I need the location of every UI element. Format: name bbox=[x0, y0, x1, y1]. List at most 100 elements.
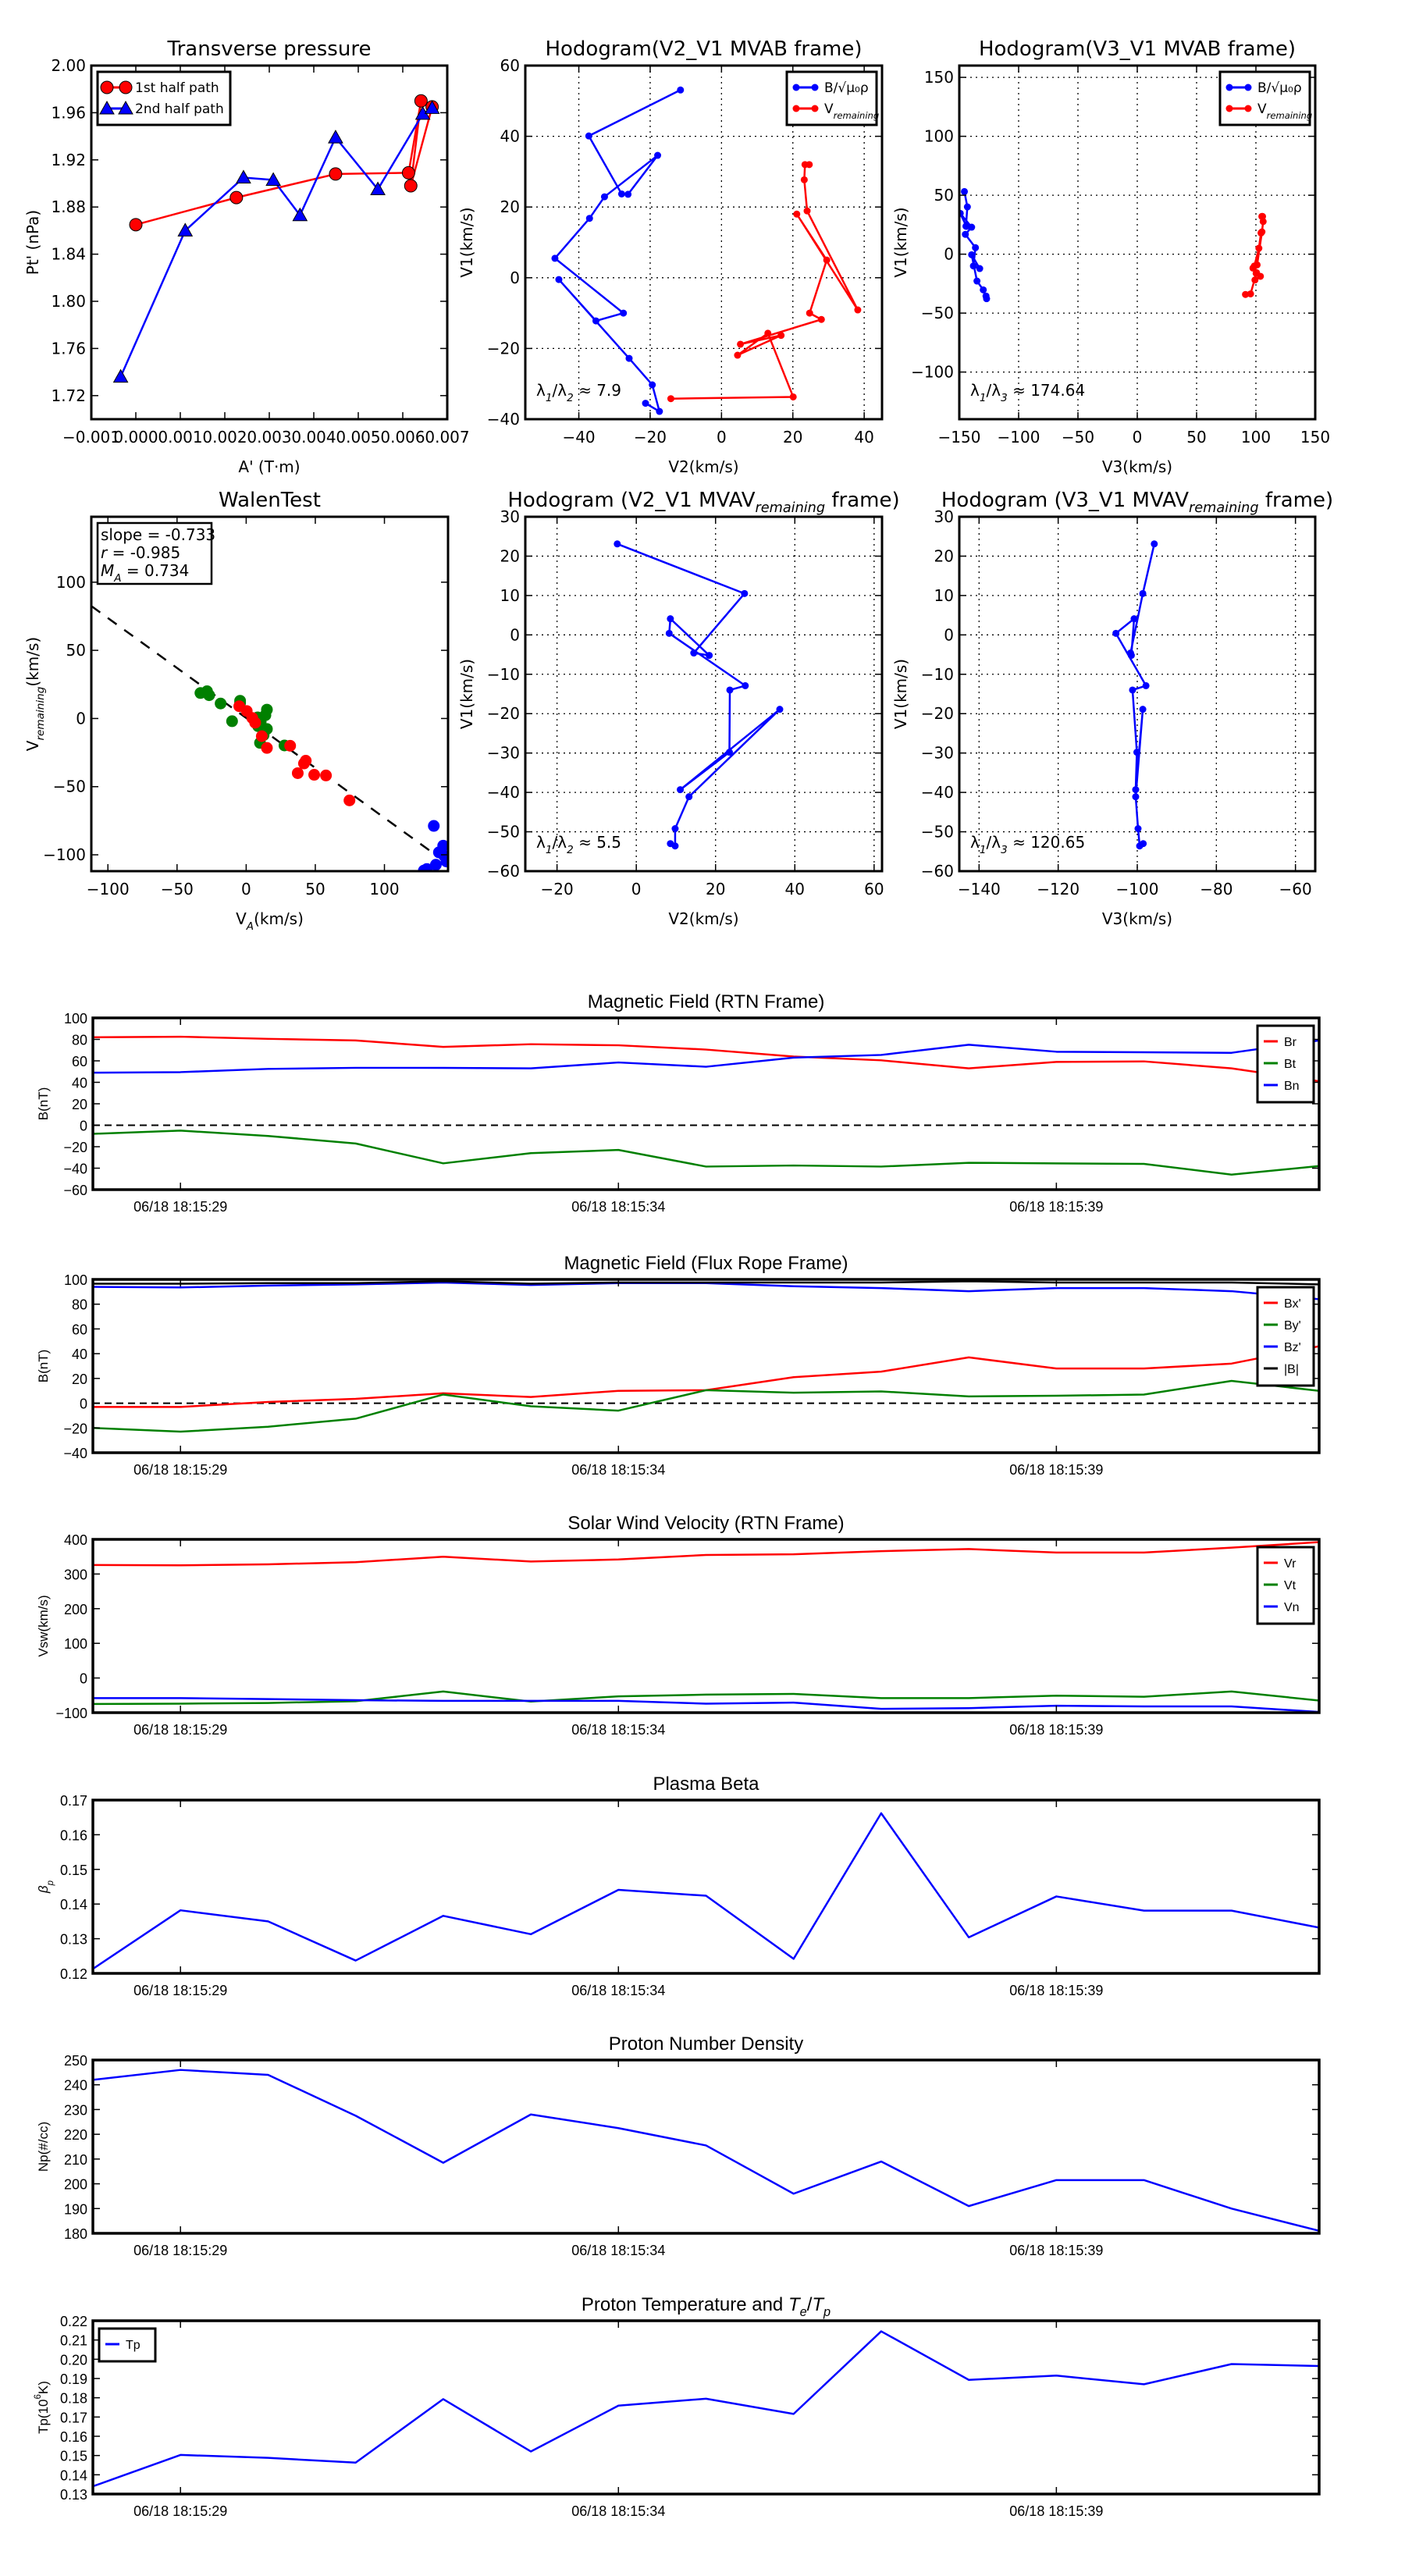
axes-frame bbox=[91, 1278, 1321, 1454]
data-point-series-1 bbox=[823, 256, 831, 264]
legend-label: |B| bbox=[1284, 1363, 1299, 1376]
x-axis-label: VA(km/s) bbox=[236, 909, 304, 933]
x-tick-label: 0 bbox=[241, 880, 251, 898]
x-axis-label-part: A bbox=[246, 920, 254, 933]
legend-entry: Vremaining bbox=[792, 101, 879, 121]
x-tick-label: 06/18 18:15:29 bbox=[133, 2503, 227, 2519]
y-tick-label: 60 bbox=[72, 1054, 87, 1069]
y-tick-label: 150 bbox=[924, 68, 954, 87]
y-tick-label: 0 bbox=[944, 245, 954, 264]
data-point-series-1 bbox=[1255, 244, 1263, 252]
y-tick-label: 250 bbox=[64, 2053, 87, 2069]
series-line-2 bbox=[93, 1281, 1319, 1300]
y-tick-label: 0.16 bbox=[60, 2429, 87, 2445]
plot-area bbox=[1112, 540, 1158, 850]
eigenvalue-ratio-annotation-part: ≈ 7.9 bbox=[574, 381, 621, 400]
data-point-series-0 bbox=[555, 276, 563, 283]
y-axis-label: Vsw(km/s) bbox=[36, 1595, 51, 1656]
chart-proton-density: 06/18 18:15:29 06/18 18:15:34 06/18 18:15:… bbox=[36, 2033, 1321, 2258]
y-tick-label: 40 bbox=[72, 1347, 87, 1362]
legend-box bbox=[785, 70, 878, 126]
y-tick-label: 80 bbox=[72, 1033, 87, 1048]
x-tick-label: 06/18 18:15:29 bbox=[133, 1722, 227, 1738]
plot-area bbox=[93, 2069, 1319, 2233]
y-axis-label: V1(km/s) bbox=[891, 207, 910, 277]
x-tick-label: 06/18 18:15:39 bbox=[1009, 1983, 1103, 1998]
data-point-series-0 bbox=[1127, 652, 1135, 660]
walen-stat-line: slope = -0.733 bbox=[101, 525, 215, 544]
legend-label: 2nd half path bbox=[135, 101, 224, 117]
data-point-series-0 bbox=[1151, 540, 1158, 548]
data-point-series-0 bbox=[1139, 589, 1147, 597]
plot-area bbox=[93, 1541, 1319, 1713]
data-point-series-2 bbox=[429, 859, 442, 871]
legend-marker bbox=[99, 100, 115, 115]
x-tick-label: 150 bbox=[1300, 428, 1330, 447]
data-point-series-1 bbox=[291, 767, 304, 779]
legend-entry: Tp bbox=[105, 2339, 140, 2352]
y-tick-label: 30 bbox=[934, 507, 954, 526]
axes-frame bbox=[91, 1799, 1321, 1975]
y-tick-label: 0 bbox=[510, 625, 520, 644]
series-line-0 bbox=[93, 2069, 1319, 2233]
x-tick-label: 06/18 18:15:34 bbox=[571, 1462, 665, 1478]
data-point-series-1 bbox=[667, 395, 674, 403]
y-tick-label: 80 bbox=[72, 1297, 87, 1313]
x-tick-label: 40 bbox=[785, 880, 805, 898]
chart-title-part: remaining bbox=[1189, 500, 1259, 516]
x-tick-label: 06/18 18:15:29 bbox=[133, 2243, 227, 2258]
walen-stat-line: r = -0.985 bbox=[101, 543, 180, 562]
data-point-series-0 bbox=[401, 165, 415, 180]
y-tick-label: 0.13 bbox=[60, 1932, 87, 1948]
chart-title: WalenTest bbox=[219, 489, 321, 512]
x-axis-label: V3(km/s) bbox=[1102, 457, 1172, 476]
y-axis-label-part: V bbox=[23, 740, 42, 751]
chart-mag-rtn: 06/18 18:15:29 06/18 18:15:34 06/18 18:15:… bbox=[36, 991, 1321, 1215]
chart-hodo-v2v1-mvav: −20 0 20 40 60 −60 −50 −40 −30 −20 −10 0 10 20 30Hodog… bbox=[457, 489, 900, 928]
data-point-series-1 bbox=[777, 332, 785, 340]
data-point-series-0 bbox=[551, 254, 559, 262]
x-tick-label: −150 bbox=[938, 428, 981, 447]
y-tick-label: −100 bbox=[911, 363, 954, 382]
x-tick-label: 20 bbox=[706, 880, 725, 898]
eigenvalue-ratio-annotation: λ1/λ3 ≈ 120.65 bbox=[970, 833, 1085, 856]
x-tick-label: 0.002 bbox=[202, 428, 247, 447]
data-point-series-0 bbox=[667, 840, 674, 848]
y-tick-label: 2.00 bbox=[51, 56, 86, 75]
x-axis-label: A' (T·m) bbox=[238, 457, 300, 476]
data-point-series-0 bbox=[706, 652, 713, 660]
eigenvalue-ratio-annotation-part: 1 bbox=[546, 392, 553, 404]
x-tick-label: −60 bbox=[1279, 880, 1312, 898]
y-tick-label: −30 bbox=[921, 744, 954, 763]
legend-label-part: remaining bbox=[1267, 110, 1313, 121]
data-point-series-1 bbox=[764, 329, 772, 337]
series-line-0 bbox=[93, 1812, 1319, 1970]
chart-title: Plasma Beta bbox=[653, 1774, 759, 1795]
x-tick-label: 06/18 18:15:39 bbox=[1009, 2503, 1103, 2519]
legend-label: Vremaining bbox=[824, 101, 879, 121]
y-tick-label: 10 bbox=[934, 586, 954, 605]
x-tick-label: −50 bbox=[1062, 428, 1094, 447]
y-tick-label: 230 bbox=[64, 2102, 87, 2118]
x-tick-label: −20 bbox=[634, 428, 667, 447]
chart-hodo-v2v1-mvab: −40 −20 0 20 40 −40 −20 0 20 40 60 Hodogram(V2_V1 M… bbox=[457, 37, 884, 476]
data-point-series-0 bbox=[677, 86, 685, 94]
data-point-series-0 bbox=[625, 354, 633, 362]
y-tick-label: 200 bbox=[64, 1602, 87, 1617]
data-point-series-0 bbox=[962, 222, 970, 230]
eigenvalue-ratio-annotation: λ1/λ2 ≈ 5.5 bbox=[536, 833, 621, 856]
y-tick-label: −20 bbox=[63, 1140, 87, 1155]
y-axis-label-part: 6 bbox=[34, 2394, 43, 2399]
chart-title: Hodogram (V2_V1 MVAVremaining frame) bbox=[507, 489, 899, 516]
y-tick-label: 220 bbox=[64, 2127, 87, 2143]
y-tick-label: 20 bbox=[500, 197, 520, 216]
eigenvalue-ratio-annotation-part: 3 bbox=[1001, 844, 1008, 856]
y-tick-label: 60 bbox=[500, 56, 520, 75]
legend-label-part: B/√ bbox=[1257, 80, 1279, 96]
x-tick-label: 06/18 18:15:39 bbox=[1009, 1722, 1103, 1738]
legend-marker bbox=[1244, 105, 1252, 112]
data-point-series-0 bbox=[592, 317, 599, 325]
legend-label-part: μ₀ρ bbox=[846, 80, 868, 96]
y-tick-label: 100 bbox=[64, 1272, 87, 1288]
